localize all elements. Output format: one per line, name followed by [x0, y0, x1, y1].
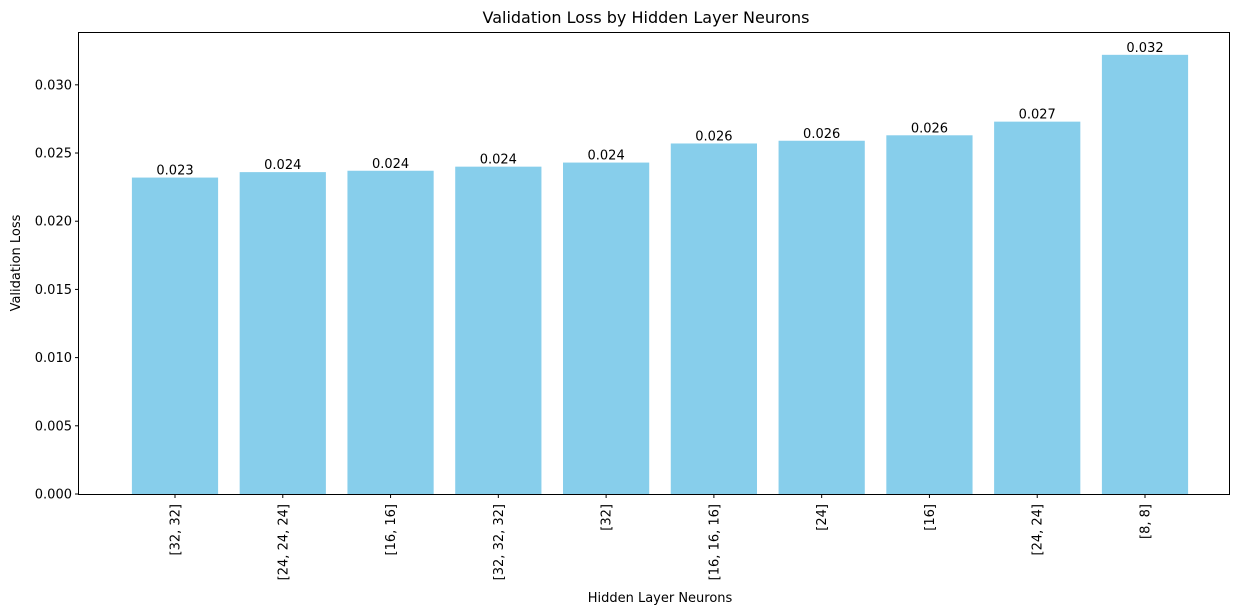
- bar-value-label: 0.023: [156, 164, 193, 179]
- plot-area-frame: [78, 32, 1230, 495]
- bars-group: [131, 54, 1189, 495]
- x-tick-label: [24, 24]: [1031, 504, 1046, 556]
- bar-value-label: 0.026: [911, 121, 948, 136]
- bar: [1101, 54, 1189, 494]
- y-tick-label: 0.010: [35, 351, 72, 366]
- y-axis-ticks: 0.000 0.005 0.010 0.015 0.020 0.025 0.030: [35, 78, 79, 503]
- x-tick-label: [16, 16, 16]: [707, 504, 722, 580]
- x-tick-label: [32]: [600, 504, 615, 531]
- bar: [131, 177, 219, 494]
- bar: [347, 170, 434, 494]
- bar-value-label: 0.027: [1019, 108, 1056, 123]
- x-tick-label: [32, 32, 32]: [492, 504, 507, 580]
- y-tick-label: 0.020: [35, 215, 72, 230]
- x-tick-label: [24, 24, 24]: [276, 504, 291, 580]
- bar: [455, 166, 542, 494]
- y-tick-label: 0.000: [35, 488, 72, 503]
- bar-value-label: 0.024: [588, 149, 625, 164]
- y-tick-label: 0.030: [35, 78, 72, 93]
- chart-title: Validation Loss by Hidden Layer Neurons: [483, 8, 810, 27]
- y-tick-label: 0.005: [35, 419, 72, 434]
- x-axis-ticks: [32, 32] [24, 24, 24] [16, 16] [32, 32, 32]…: [169, 494, 1154, 580]
- y-tick-label: 0.015: [35, 283, 72, 298]
- x-tick-label: [16, 16]: [384, 504, 399, 556]
- x-axis-label: Hidden Layer Neurons: [588, 591, 733, 606]
- bar: [239, 172, 326, 494]
- y-axis-label: Validation Loss: [9, 214, 24, 311]
- bar: [670, 143, 757, 495]
- y-tick-label: 0.025: [35, 147, 72, 162]
- x-tick-label: [32, 32]: [169, 504, 184, 556]
- bar-value-label: 0.026: [695, 129, 732, 144]
- bar-value-label: 0.024: [264, 158, 301, 173]
- x-tick-label: [16]: [923, 504, 938, 531]
- bar: [778, 140, 865, 494]
- bar: [563, 162, 650, 494]
- bar: [994, 121, 1081, 495]
- bar-value-label: 0.032: [1126, 41, 1163, 56]
- bar-value-label: 0.024: [372, 157, 409, 172]
- bar: [886, 135, 973, 495]
- bar-value-label: 0.024: [480, 153, 517, 168]
- bar-value-label: 0.026: [803, 127, 840, 142]
- value-labels-group: 0.023 0.024 0.024 0.024 0.024 0.026 0.026 0.026…: [156, 41, 1163, 179]
- x-tick-label: [24]: [815, 504, 830, 531]
- x-tick-label: [8, 8]: [1139, 504, 1154, 539]
